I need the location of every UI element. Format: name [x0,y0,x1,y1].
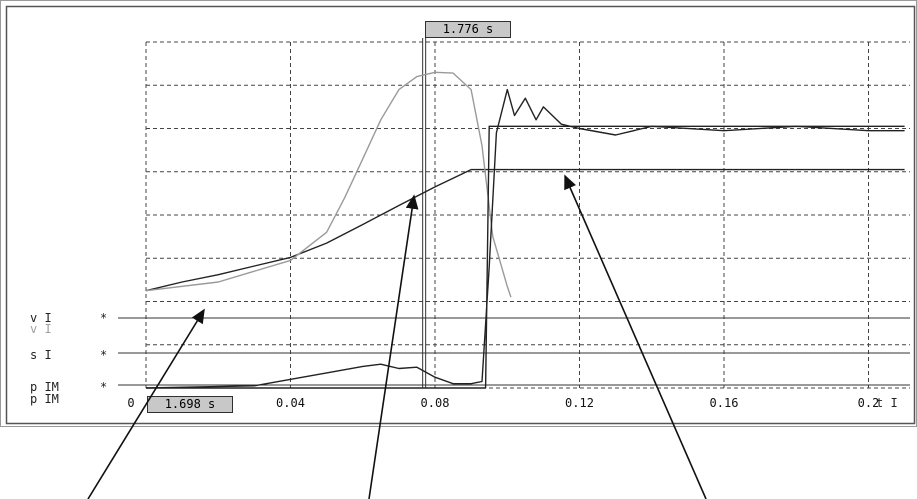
x-tick-label: 0.08 [420,396,450,410]
signal-baselines [118,317,910,386]
cursor-top-readout[interactable]: 1.776 s [425,21,511,38]
inner-border [5,5,916,425]
plot-canvas [0,0,917,427]
x-tick-label: 0.2 [857,396,880,410]
time-cursors [422,38,427,388]
x-tick-label: 0 [127,396,135,410]
signal-label-p-im: p IM [30,380,59,394]
signal-marker-s-i: * [100,348,108,362]
cursor-bottom-readout[interactable]: 1.698 s [147,396,233,413]
signal-label-v-i-light: v I [30,322,52,336]
x-axis-unit-label: t I [876,396,898,410]
x-tick-label: 0.16 [709,396,739,410]
signal-label-v-i: v I [30,311,52,325]
signal-label-s-i: s I [30,348,52,362]
signal-marker-p-im: * [100,380,108,394]
oscilloscope-window: 1.776 s 1.698 s v I * v I s I * p IM * p… [0,0,917,427]
signal-marker-v-i: * [100,311,108,325]
series-line-2 [146,125,905,389]
outer-border [0,0,917,427]
x-tick-label: 0.04 [276,396,305,410]
window-frame [0,0,917,427]
signal-label-p-im-2: p IM [30,392,59,406]
x-tick-label: 0.12 [565,396,594,410]
series-line-1 [145,71,512,298]
